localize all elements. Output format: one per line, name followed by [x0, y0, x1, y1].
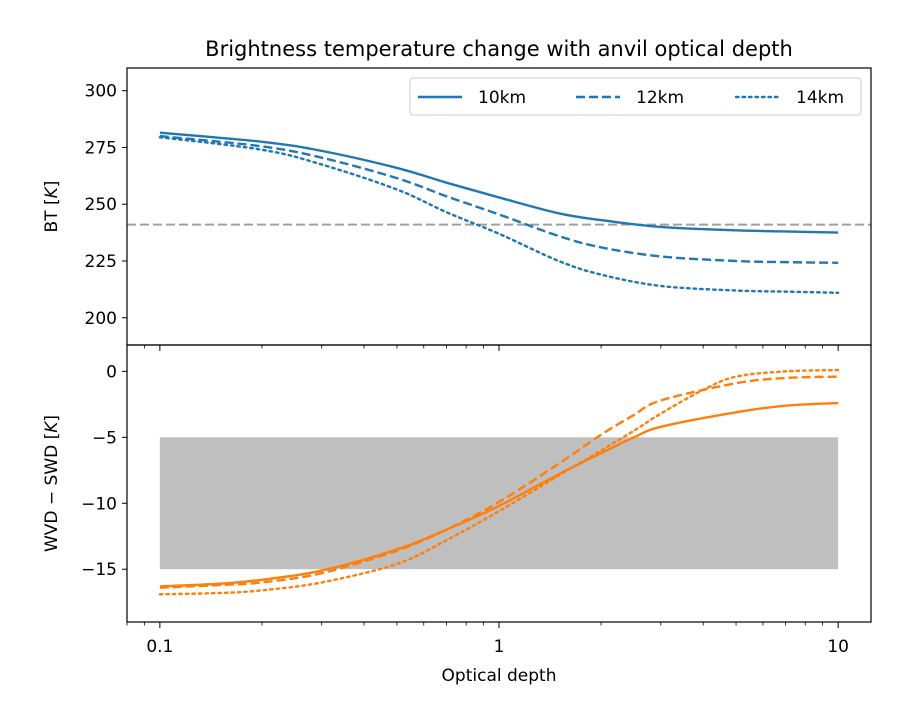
y-tick-label-wvd: −5 [92, 428, 117, 448]
y-tick-label-bt: 250 [85, 195, 117, 215]
series-line-wvd-10km [159, 401, 839, 588]
y-tick-label-wvd: 0 [106, 362, 117, 382]
legend-label-10km: 10km [478, 88, 526, 108]
x-tick-label: 0.1 [146, 637, 173, 657]
x-axis-label: Optical depth [442, 666, 557, 686]
legend-box [409, 77, 862, 116]
y-axis-label-bt: BT [K] [42, 181, 62, 233]
legend-label-12km: 12km [636, 88, 684, 108]
series-line-bt-12km [159, 134, 839, 265]
legend-label-14km: 14km [796, 88, 844, 108]
series-line-wvd-12km [159, 375, 839, 589]
series-line-bt-10km [159, 131, 839, 234]
series-line-bt-14km [158, 136, 840, 294]
wvd-panel: 0 −5 −10 −15 WVD − SWD [K] 0.1 1 10 [42, 344, 872, 657]
y-tick-label-wvd: −10 [81, 494, 117, 514]
chart-title: Brightness temperature change with anvil… [205, 37, 793, 61]
y-tick-label-bt: 300 [85, 82, 117, 102]
x-tick-label: 1 [494, 637, 505, 657]
x-tick-label: 10 [827, 637, 849, 657]
y-tick-label-bt: 225 [85, 252, 117, 272]
legend: 10km 12km 14km [409, 77, 862, 116]
bt-panel: 200 225 250 275 300 BT [K] [42, 67, 872, 351]
y-tick-label-wvd: −15 [81, 560, 117, 580]
series-line-wvd-14km [158, 368, 840, 596]
y-tick-label-bt: 275 [85, 138, 117, 158]
y-tick-label-bt: 200 [85, 309, 117, 329]
y-axis-label-wvd: WVD − SWD [K] [42, 415, 62, 552]
